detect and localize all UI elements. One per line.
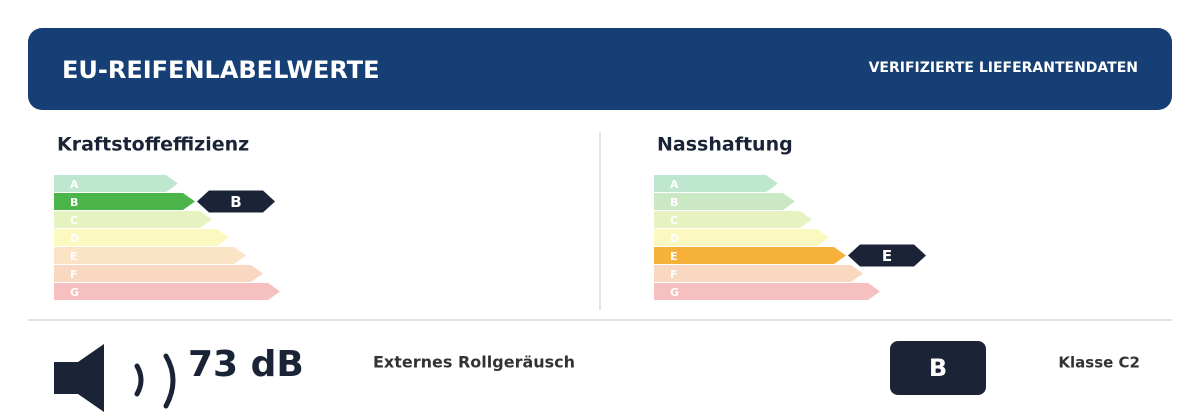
- class-letter: F: [70, 268, 78, 281]
- class-letter: C: [70, 214, 78, 227]
- class-letter: G: [670, 286, 679, 299]
- class-bar: [654, 283, 880, 300]
- sound-wave: [163, 353, 176, 409]
- class-bar: [654, 229, 829, 246]
- class-letter: E: [70, 250, 78, 263]
- class-bar: [54, 175, 178, 192]
- noise-class: B: [929, 354, 947, 382]
- tyre-class: Klasse C2: [1058, 354, 1140, 372]
- header-badge: VERIFIZIERTE LIEFERANTENDATEN: [869, 60, 1138, 76]
- header-bar: [28, 28, 1172, 110]
- speaker-icon: [54, 344, 104, 412]
- class-letter: F: [670, 268, 678, 281]
- class-bar: [54, 265, 263, 282]
- noise-class-box: [890, 341, 986, 395]
- noise-label: Externes Rollgeräusch: [373, 353, 575, 372]
- class-letter: B: [70, 196, 78, 209]
- class-letter: A: [70, 178, 79, 191]
- class-bar: [654, 211, 812, 228]
- sound-wave: [134, 363, 144, 397]
- class-bar: [54, 247, 246, 264]
- class-bar: [54, 211, 212, 228]
- class-bar: [654, 265, 863, 282]
- class-letter: E: [670, 250, 678, 263]
- selected-marker: [197, 190, 275, 213]
- class-bar: [654, 247, 846, 264]
- header-title: EU-REIFENLABELWERTE: [62, 56, 380, 84]
- class-bar: [654, 193, 795, 210]
- class-bar: [654, 175, 778, 192]
- class-bar: [54, 193, 195, 210]
- panel-heading: Kraftstoffeffizienz: [57, 134, 249, 156]
- selected-class: E: [882, 247, 892, 265]
- noise-value: 73 dB: [188, 344, 304, 385]
- class-letter: D: [70, 232, 79, 245]
- class-letter: A: [670, 178, 679, 191]
- class-letter: D: [670, 232, 679, 245]
- selected-marker: [848, 244, 926, 267]
- panel-heading: Nasshaftung: [657, 134, 793, 156]
- class-bar: [54, 229, 229, 246]
- selected-class: B: [230, 193, 241, 211]
- class-letter: B: [670, 196, 678, 209]
- class-bar: [54, 283, 280, 300]
- class-letter: C: [670, 214, 678, 227]
- class-letter: G: [70, 286, 79, 299]
